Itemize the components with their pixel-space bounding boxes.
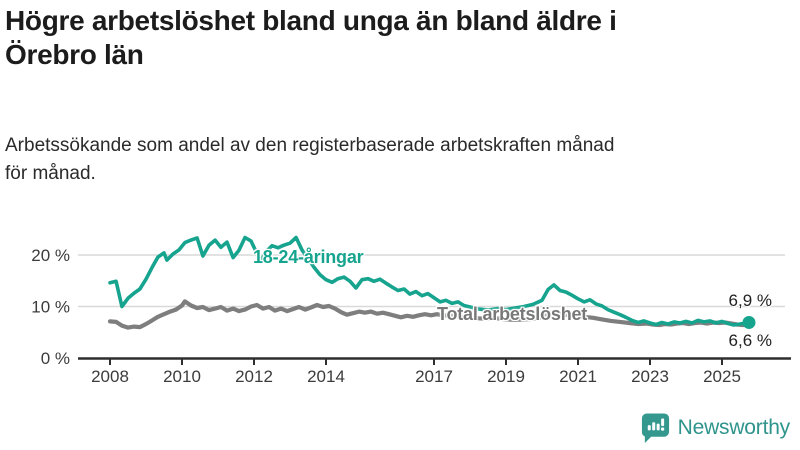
series-label-total: Total arbetslöshet [437,304,588,324]
subtitle-line-2: för månad. [5,163,96,184]
speech-bubble-bar-chart-icon [641,413,669,444]
series-label-young: 18-24-åringar [253,247,364,267]
x-tick-label-2010: 2010 [163,367,201,386]
x-tick-label-2023: 2023 [631,367,669,386]
x-tick-label-2008: 2008 [91,367,129,386]
title-line-2: Örebro län [5,39,144,70]
y-tick-label-10: 10 % [31,298,70,317]
series-line-1 [108,235,751,327]
chart-subtitle: Arbetssökande som andel av den registerb… [5,132,795,188]
x-tick-label-2021: 2021 [559,367,597,386]
y-tick-label-20: 20 % [31,246,70,265]
page-title: Högre arbetslöshet bland unga än bland ä… [5,4,785,72]
title-line-1: Högre arbetslöshet bland unga än bland ä… [5,5,617,36]
newsworthy-brand-link[interactable]: Newsworthy [640,410,790,446]
x-tick-label-2025: 2025 [703,367,741,386]
end-value-label-young: 6,9 % [728,291,772,310]
x-tick-label-2012: 2012 [235,367,273,386]
subtitle-line-1: Arbetssökande som andel av den registerb… [5,135,615,156]
brand-name: Newsworthy [677,416,791,439]
end-dot-young [742,315,756,329]
x-tick-label-2019: 2019 [487,367,525,386]
y-tick-label-0: 0 % [41,349,70,368]
x-tick-label-2017: 2017 [415,367,453,386]
end-value-label-total: 6,6 % [728,331,772,350]
x-tick-label-2014: 2014 [307,367,345,386]
